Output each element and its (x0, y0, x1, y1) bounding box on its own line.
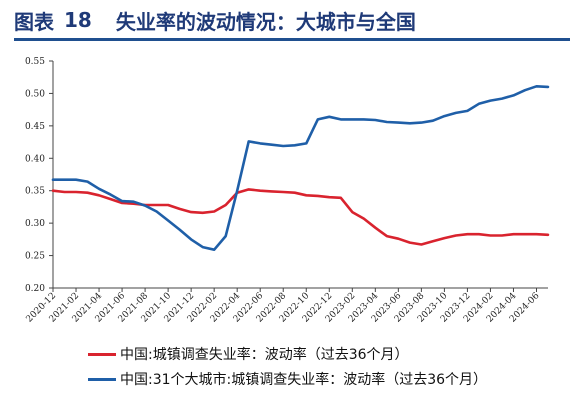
figure-title-bar: 图表 18 失业率的波动情况：大城市与全国 (14, 4, 416, 36)
y-tick-label: 0.30 (25, 219, 45, 229)
chart-legend: 中国:城镇调查失业率：波动率（过去36个月） 中国:31个大城市:城镇调查失业率… (88, 343, 487, 393)
y-tick-label: 0.40 (25, 154, 45, 164)
legend-item-national: 中国:城镇调查失业率：波动率（过去36个月） (88, 343, 487, 365)
y-tick-label: 0.20 (25, 284, 45, 294)
figure-title: 失业率的波动情况：大城市与全国 (115, 9, 416, 34)
legend-swatch-national (88, 352, 116, 356)
figure-label: 图表 (14, 9, 54, 34)
figure-number: 18 (64, 8, 92, 32)
line-chart: 0.200.250.300.350.400.450.500.552020-122… (25, 57, 550, 325)
legend-label-national: 中国:城镇调查失业率：波动率（过去36个月） (120, 347, 409, 363)
legend-swatch-big-cities (88, 377, 116, 381)
y-tick-label: 0.35 (25, 187, 45, 197)
y-tick-label: 0.45 (25, 122, 45, 132)
legend-item-big-cities: 中国:31个大城市:城镇调查失业率：波动率（过去36个月） (88, 368, 487, 390)
series-line-big-cities (51, 84, 550, 251)
y-tick-label: 0.55 (25, 57, 45, 67)
y-tick-label: 0.50 (25, 89, 45, 99)
series-line-national (51, 188, 550, 246)
title-divider (14, 38, 570, 41)
y-tick-label: 0.25 (25, 252, 45, 262)
legend-label-big-cities: 中国:31个大城市:城镇调查失业率：波动率（过去36个月） (120, 372, 488, 388)
